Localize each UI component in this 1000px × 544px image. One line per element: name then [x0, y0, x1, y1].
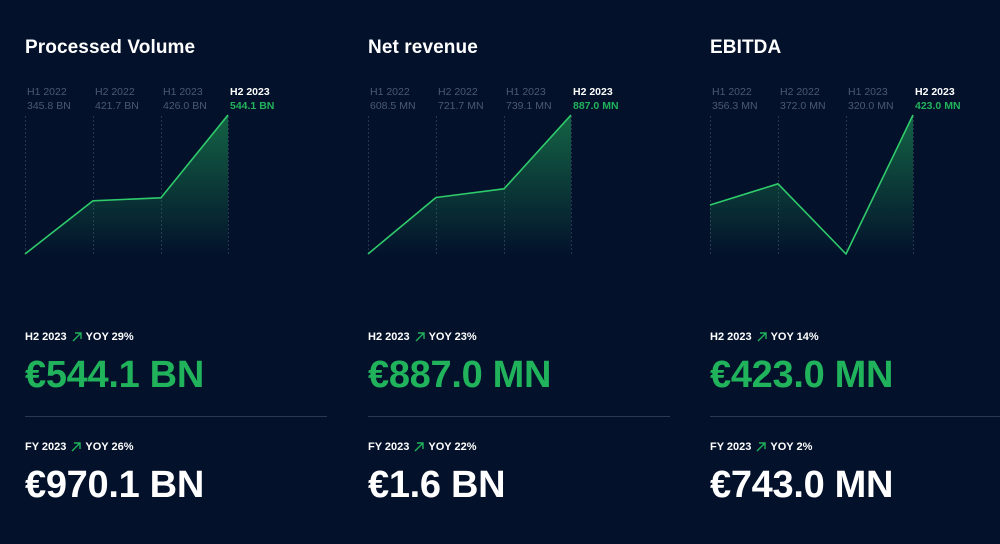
- h2-stat-label: H2 2023 YOY 23%: [368, 331, 477, 343]
- panel-title: EBITDA: [710, 37, 782, 58]
- arrow-up-right-icon: [72, 332, 82, 342]
- value-label: 423.0 MN: [915, 100, 961, 112]
- divider: [25, 416, 327, 417]
- value-label: 544.1 BN: [230, 100, 274, 112]
- processed-volume-panel: Processed Volume H1 2022 345.8 BN H2 2022 4…: [24, 0, 330, 544]
- value-label: 739.1 MN: [506, 100, 552, 112]
- period-label: H2 2023: [915, 86, 955, 98]
- value-label: 372.0 MN: [780, 100, 826, 112]
- series-area: [368, 115, 571, 256]
- fy-yoy: YOY 22%: [428, 441, 477, 453]
- value-label: 320.0 MN: [848, 100, 894, 112]
- ebitda-chart: H1 2022 356.3 MN H2 2022 372.0 MN H1 2023 320…: [709, 86, 961, 256]
- panel-title: Net revenue: [368, 37, 478, 58]
- divider: [368, 416, 670, 417]
- period-label: H2 2022: [438, 86, 478, 98]
- fy-stat-label: FY 2023 YOY 2%: [710, 441, 812, 453]
- series-line: [367, 114, 572, 255]
- arrow-up-right-icon: [415, 332, 425, 342]
- h2-period: H2 2023: [710, 331, 752, 343]
- fy-yoy: YOY 2%: [770, 441, 813, 453]
- h2-yoy: YOY 23%: [428, 331, 477, 343]
- period-label: H2 2022: [780, 86, 820, 98]
- ebitda-panel: EBITDA H1 2022 356.3 MN H2 2022 372.0 MN H1 …: [709, 0, 1000, 544]
- series-area: [25, 115, 228, 256]
- net-revenue-chart: H1 2022 608.5 MN H2 2022 721.7 MN H1 2023 739…: [367, 86, 619, 256]
- series-line: [24, 114, 229, 255]
- fy-stat-label: FY 2023 YOY 22%: [368, 441, 477, 453]
- arrow-up-right-icon: [414, 442, 425, 452]
- fy-stat-label: FY 2023 YOY 26%: [25, 441, 134, 453]
- value-label: 608.5 MN: [370, 100, 416, 112]
- period-label: H1 2023: [506, 86, 546, 98]
- fy-period: FY 2023: [25, 441, 67, 453]
- h2-stat-label: H2 2023 YOY 29%: [25, 331, 134, 343]
- arrow-up-right-icon: [756, 442, 767, 452]
- arrow-up-right-icon: [757, 332, 767, 342]
- period-label: H2 2022: [95, 86, 135, 98]
- value-label: 345.8 BN: [27, 100, 71, 112]
- period-label: H1 2022: [712, 86, 752, 98]
- arrow-up-right-icon: [71, 442, 82, 452]
- fy-value: €970.1 BN: [25, 464, 204, 506]
- h2-yoy: YOY 14%: [770, 331, 819, 343]
- divider: [710, 416, 1000, 417]
- fy-period: FY 2023: [710, 441, 752, 453]
- fy-value: €743.0 MN: [710, 464, 894, 506]
- h2-period: H2 2023: [25, 331, 67, 343]
- period-label: H1 2022: [27, 86, 67, 98]
- series-line: [709, 114, 914, 255]
- h2-period: H2 2023: [368, 331, 410, 343]
- period-label: H1 2022: [370, 86, 410, 98]
- period-label: H1 2023: [848, 86, 888, 98]
- h2-value: €544.1 BN: [25, 354, 204, 396]
- fy-period: FY 2023: [368, 441, 410, 453]
- value-label: 356.3 MN: [712, 100, 758, 112]
- panel-title: Processed Volume: [25, 37, 196, 58]
- period-label: H2 2023: [573, 86, 613, 98]
- period-label: H2 2023: [230, 86, 270, 98]
- value-label: 721.7 MN: [438, 100, 484, 112]
- h2-yoy: YOY 29%: [85, 331, 134, 343]
- fy-yoy: YOY 26%: [85, 441, 134, 453]
- period-label: H1 2023: [163, 86, 203, 98]
- h2-value: €423.0 MN: [710, 354, 894, 396]
- h2-value: €887.0 MN: [368, 354, 552, 396]
- net-revenue-panel: Net revenue H1 2022 608.5 MN H2 2022 721.7 …: [367, 0, 673, 544]
- fy-value: €1.6 BN: [368, 464, 506, 506]
- h2-stat-label: H2 2023 YOY 14%: [710, 331, 819, 343]
- value-label: 421.7 BN: [95, 100, 139, 112]
- value-label: 426.0 BN: [163, 100, 207, 112]
- processed-volume-chart: H1 2022 345.8 BN H2 2022 421.7 BN H1 2023 426…: [24, 86, 274, 256]
- series-area: [710, 115, 913, 256]
- value-label: 887.0 MN: [573, 100, 619, 112]
